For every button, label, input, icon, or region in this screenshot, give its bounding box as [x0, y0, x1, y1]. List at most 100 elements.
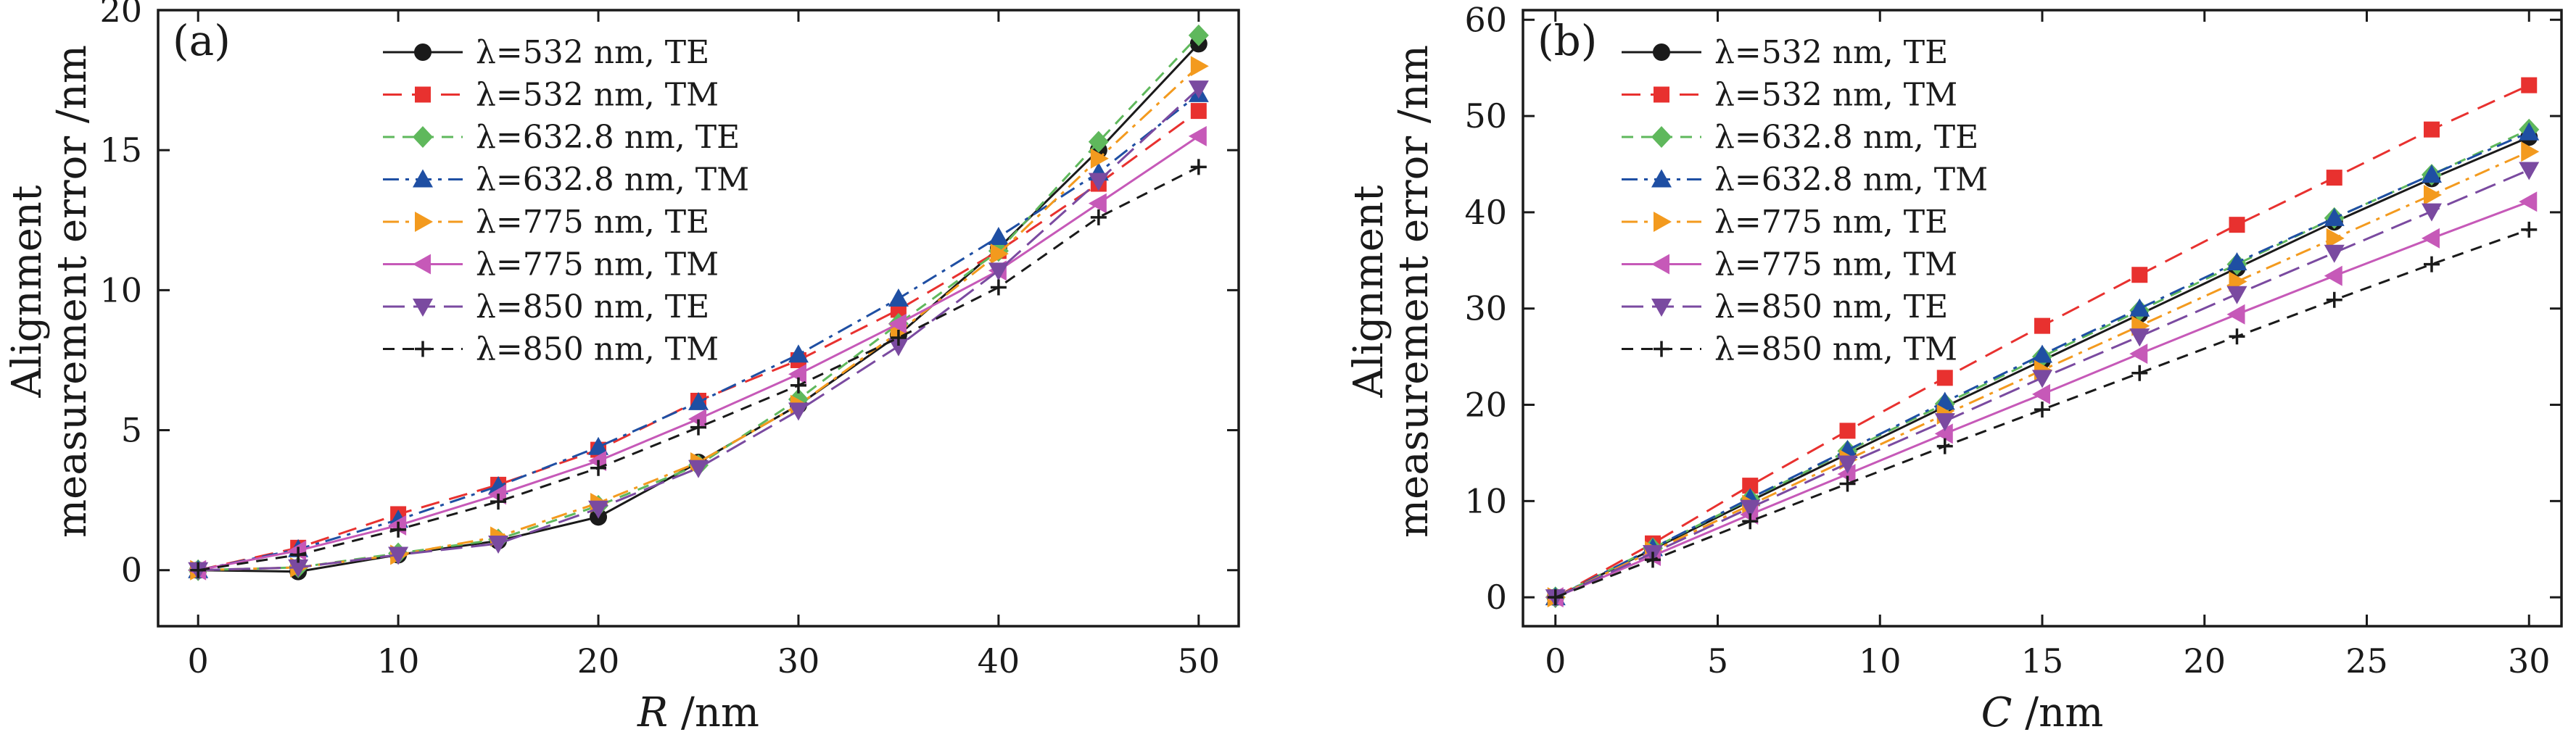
chart-a-series-7-point — [490, 494, 507, 510]
chart-b-series-7-point — [2326, 291, 2342, 308]
chart-b-series-line-2 — [1555, 128, 2530, 599]
chart-a-ytick-label: 15 — [99, 130, 142, 170]
chart-b-legend-label-2: λ=632.8 nm, TE — [1714, 119, 1978, 156]
chart-b-series-6-point — [2422, 203, 2442, 222]
chart-b-series-1-point — [1936, 370, 1953, 386]
chart-a-legend-label-1: λ=532 nm, TM — [476, 77, 719, 114]
chart-a-legend-label-3: λ=632.8 nm, TM — [476, 162, 749, 199]
chart-a: Alignment measurement error /nm 0 10 20 30 4… — [4, 0, 1240, 732]
chart-a-series-7-point — [1190, 159, 1207, 175]
chart-b-xlabel-unit: /nm — [2012, 689, 2104, 732]
chart-a-legend-label-0: λ=532 nm, TE — [476, 34, 709, 71]
chart-b-legend-marker-4 — [1654, 212, 1672, 232]
chart-b-xtick-label: 10 — [1859, 641, 1902, 681]
chart-b-legend-label-0: λ=532 nm, TE — [1714, 34, 1948, 71]
chart-b-legend-marker-1 — [1654, 86, 1669, 103]
chart-b-ytick-label: 0 — [1486, 578, 1507, 617]
chart-a-ylabel-line2: measurement error /nm — [49, 45, 96, 538]
chart-b-series-1-point — [2131, 267, 2148, 283]
chart-b-legend-label-4: λ=775 nm, TE — [1714, 204, 1948, 241]
chart-a-series-4-point — [990, 244, 1009, 265]
chart-a-ytick-label: 20 — [99, 0, 142, 30]
chart-a-series-6-point — [588, 500, 609, 519]
chart-b-series-7-point — [2034, 402, 2050, 418]
chart-a-series-2-point — [1088, 130, 1109, 153]
chart-a-legend-marker-4 — [415, 212, 433, 232]
chart-a-series-7-point — [890, 330, 907, 346]
chart-b-series-3-point — [1934, 391, 1955, 410]
chart-a-xlabel-unit: /nm — [668, 689, 759, 732]
chart-b-xtick-label: 30 — [2508, 641, 2551, 681]
chart-a-series-7-point — [190, 562, 207, 578]
chart-a-series-7-point — [990, 279, 1007, 296]
chart-b-series-7-point — [2424, 256, 2440, 273]
chart-b-series-5-point — [2226, 304, 2245, 325]
chart-a-series-line-6 — [198, 88, 1200, 572]
chart-b-series-4-point — [2521, 141, 2540, 162]
chart-b-series-7-point — [2229, 328, 2245, 345]
chart-b-legend-marker-7 — [1654, 341, 1669, 357]
chart-b-legend: λ=532 nm, TE λ=532 nm, TM λ=632.8 nm, TE λ=… — [1622, 34, 1988, 368]
chart-a-legend-marker-3 — [413, 169, 433, 188]
chart-a-series-6-point — [1188, 80, 1209, 99]
chart-b-xlabel-var: C — [1981, 689, 2012, 732]
chart-a-series-5-point — [788, 364, 806, 385]
chart-b-series-5-point — [1837, 464, 1856, 485]
chart-b-legend-marker-3 — [1651, 169, 1672, 188]
chart-b-ylabel-line2: measurement error /nm — [1390, 45, 1437, 538]
chart-b-series-6-point — [1740, 499, 1761, 518]
chart-b-ytick-label: 20 — [1464, 386, 1507, 425]
chart-b-xtick-label: 15 — [2021, 641, 2064, 681]
chart-a-xtick-label: 0 — [188, 641, 209, 681]
chart-b-legend-marker-6 — [1651, 299, 1672, 317]
chart-a-series-4-point — [1090, 148, 1109, 169]
chart-a-series-7-point — [390, 521, 407, 538]
chart-b-series-6-point — [2324, 244, 2345, 263]
chart-a-ytick-label: 0 — [121, 551, 142, 590]
chart-a-legend-label-4: λ=775 nm, TE — [476, 204, 709, 241]
chart-a-series-2-point — [1188, 24, 1209, 46]
chart-b-series-3-point — [2519, 122, 2540, 141]
chart-a-ytick-label: 5 — [121, 411, 142, 450]
chart-b-ylabel-line1: Alignment — [1345, 185, 1392, 398]
chart-a-series-5-point — [888, 313, 907, 334]
chart-b-series-6-point — [1837, 455, 1858, 474]
chart-b-legend-label-5: λ=775 nm, TM — [1714, 246, 1957, 283]
chart-a-legend-marker-5 — [413, 254, 431, 275]
chart-a-legend-label-6: λ=850 nm, TE — [476, 288, 709, 325]
chart-b-series-5-point — [2519, 191, 2538, 212]
chart-b-xtick-label: 20 — [2183, 641, 2226, 681]
chart-b-series-7-point — [1936, 438, 1953, 454]
chart-b-xtick-label: 25 — [2345, 641, 2388, 681]
chart-b-series-1-point — [2521, 77, 2538, 93]
chart-a-xlabel: R /nm — [637, 689, 759, 732]
chart-a-legend: λ=532 nm, TE λ=532 nm, TM λ=632.8 nm, TE λ=… — [383, 34, 749, 368]
chart-a-series-7-point — [790, 377, 806, 394]
chart-a-series-7-point — [1090, 209, 1107, 225]
chart-b-series-7-point — [1839, 475, 1856, 492]
chart-b-series-1-point — [2326, 170, 2342, 186]
chart-a-series-7-point — [690, 419, 706, 436]
chart-b-ytick-label: 60 — [1464, 0, 1507, 39]
chart-a-legend-marker-0 — [414, 43, 432, 61]
chart-a-series-5-point — [1088, 193, 1107, 214]
chart-a-xlabel-var: R — [637, 689, 668, 732]
chart-b-series-3-point — [2422, 165, 2442, 183]
chart-a-series-6-point — [1088, 172, 1109, 191]
chart-b-series-line-1 — [1555, 84, 2530, 599]
chart-a-ylabel-line1: Alignment — [4, 185, 51, 398]
chart-a-series-4-point — [1190, 56, 1209, 77]
chart-a-xtick-label: 20 — [577, 641, 620, 681]
chart-b-series-3-point — [2032, 344, 2052, 363]
chart-a-series-6-point — [888, 338, 909, 357]
chart-b-series-6-point — [2519, 162, 2540, 180]
chart-a-series-5-point — [688, 409, 706, 430]
chart-a-legend-marker-1 — [415, 86, 431, 103]
chart-b-series-6-point — [1934, 413, 1955, 432]
chart-b-series-5-point — [1934, 423, 1953, 444]
chart-b: Alignment measurement error /nm 0 5 10 15 20… — [1345, 0, 2563, 732]
chart-a-legend-label-2: λ=632.8 nm, TE — [476, 119, 740, 156]
chart-b-legend-label-1: λ=532 nm, TM — [1714, 77, 1957, 114]
